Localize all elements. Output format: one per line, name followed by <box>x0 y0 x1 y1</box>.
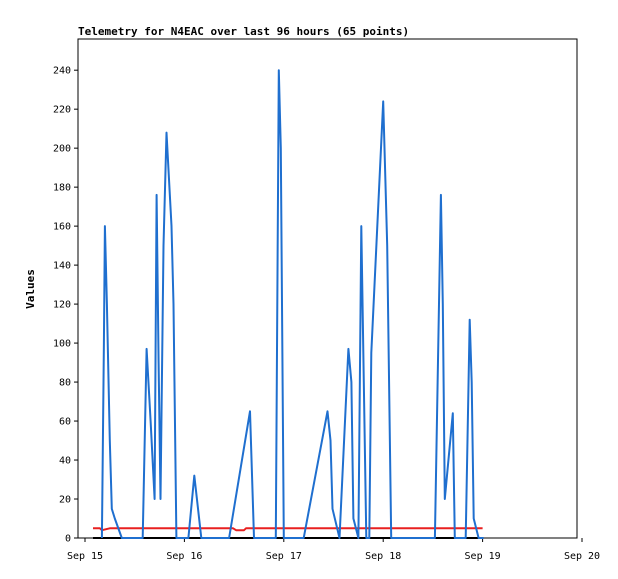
y-tick-label: 200 <box>53 144 71 155</box>
x-tick-label: Sep 17 <box>266 551 302 562</box>
x-tick-label: Sep 20 <box>564 551 600 562</box>
x-tick-label: Sep 15 <box>67 551 103 562</box>
y-tick-label: 80 <box>59 378 71 389</box>
y-tick-label: 240 <box>53 66 71 77</box>
series-line-0 <box>100 69 484 539</box>
x-tick-label: Sep 19 <box>465 551 501 562</box>
x-tick-label: Sep 16 <box>166 551 202 562</box>
y-tick-label: 160 <box>53 222 71 233</box>
y-axis-ticks: 0 20 40 60 80 100 120 140 160 180 200 220 240 <box>53 66 78 545</box>
y-tick-label: 220 <box>53 105 71 116</box>
y-tick-label: 60 <box>59 417 71 428</box>
y-tick-label: 20 <box>59 495 71 506</box>
y-tick-label: 120 <box>53 300 71 311</box>
x-tick-label: Sep 18 <box>365 551 401 562</box>
series-line-1 <box>93 527 483 532</box>
y-tick-label: 100 <box>53 339 71 350</box>
y-axis-label: Values <box>24 269 37 309</box>
series-layer <box>93 69 484 539</box>
x-axis-ticks: Sep 15 Sep 16 Sep 17 Sep 18 Sep 19 Sep 20 <box>67 538 600 562</box>
y-tick-label: 140 <box>53 261 71 272</box>
y-tick-label: 40 <box>59 456 71 467</box>
y-tick-label: 180 <box>53 183 71 194</box>
y-tick-label: 0 <box>65 534 71 545</box>
chart-title: Telemetry for N4EAC over last 96 hours (… <box>78 25 409 38</box>
